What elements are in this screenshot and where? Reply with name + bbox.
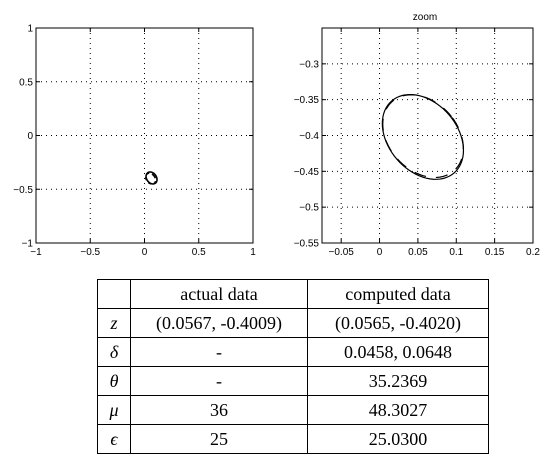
table-row: z (0.0567, -0.4009) (0.0565, -0.4020)	[97, 308, 489, 338]
x-tick-label: 1	[250, 247, 256, 258]
table-actual-cell: (0.0567, -0.4009)	[130, 308, 308, 338]
plot-frame	[35, 27, 254, 244]
table-symbol-cell: ϵ	[97, 424, 131, 454]
y-tick-label: −0.4	[299, 131, 319, 142]
x-tick-label: −0.5	[80, 247, 100, 258]
y-tick-label: −0.3	[299, 59, 319, 70]
table-row: θ - 35.2369	[97, 366, 489, 396]
y-tick-label: −0.5	[13, 185, 33, 196]
table-header-cell: actual data	[130, 279, 308, 309]
table-symbol-cell: μ	[97, 395, 131, 425]
table-actual-cell: -	[130, 366, 308, 396]
x-tick-label: 0.2	[526, 247, 540, 258]
table-symbol-cell: θ	[97, 366, 131, 396]
ellipse-actual-series	[144, 172, 157, 185]
y-tick-label: −1	[22, 239, 34, 250]
y-tick-label: −0.35	[294, 95, 320, 106]
table-header-row: actual data computed data	[97, 279, 489, 309]
table-actual-cell: -	[130, 337, 308, 367]
table-computed-cell: 48.3027	[307, 395, 489, 425]
table-symbol-cell: z	[97, 308, 131, 338]
ellipse-computed-series	[381, 93, 465, 180]
x-tick-label: 0.15	[485, 247, 505, 258]
x-tick-label: −0.05	[329, 247, 355, 258]
x-tick-label: 0	[142, 247, 148, 258]
y-tick-label: 0.5	[19, 77, 33, 88]
table-header-cell	[97, 279, 131, 309]
table-symbol-cell: δ	[97, 337, 131, 367]
ellipse-actual-series	[382, 94, 464, 179]
y-tick-label: −0.45	[294, 167, 320, 178]
table-computed-cell: 25.0300	[307, 424, 489, 454]
y-tick-label: −0.55	[294, 239, 320, 250]
table-row: ϵ 25 25.0300	[97, 424, 489, 454]
table-row: δ - 0.0458, 0.0648	[97, 337, 489, 367]
y-tick-label: 0	[27, 131, 33, 142]
results-table: actual data computed data z (0.0567, -0.…	[97, 279, 489, 454]
table-computed-cell: 35.2369	[307, 366, 489, 396]
table-header-cell: computed data	[307, 279, 489, 309]
ellipse-computed-series	[145, 171, 158, 185]
table-computed-cell: (0.0565, -0.4020)	[307, 308, 489, 338]
table-row: μ 36 48.3027	[97, 395, 489, 425]
table-actual-cell: 25	[130, 424, 308, 454]
x-tick-label: −1	[30, 247, 42, 258]
x-tick-label: 0.05	[408, 247, 428, 258]
x-tick-label: 0.1	[449, 247, 463, 258]
plots-figure: zoom −1 −0.5 0 0.5 1 −1 −0.5 0 0.5 1 −0.05 0 0.05 0.1…	[13, 12, 540, 258]
y-tick-label: −0.5	[299, 203, 319, 214]
zoom-plot-title: zoom	[413, 12, 437, 23]
x-tick-label: 0.5	[192, 247, 206, 258]
y-tick-label: 1	[27, 24, 33, 35]
table-computed-cell: 0.0458, 0.0648	[307, 337, 489, 367]
table-actual-cell: 36	[130, 395, 308, 425]
x-tick-label: 0	[377, 247, 383, 258]
